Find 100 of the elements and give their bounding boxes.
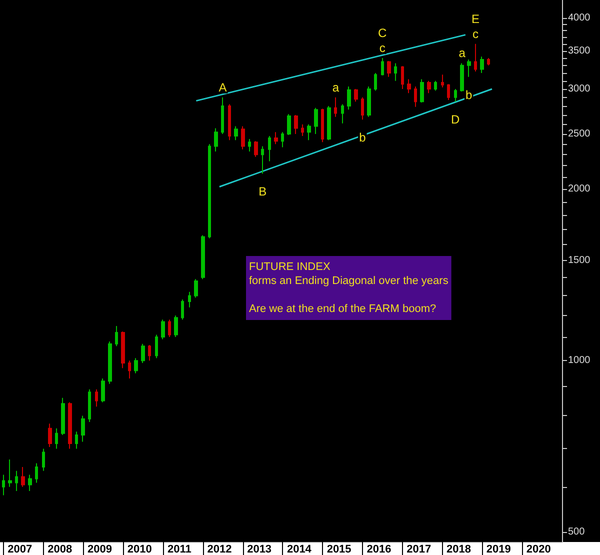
- candlestick: [181, 299, 184, 320]
- x-tick-label: 2014: [286, 544, 312, 555]
- candlestick: [61, 397, 65, 436]
- annotation: a: [458, 46, 466, 60]
- candlestick: [381, 58, 384, 76]
- candlestick: [35, 462, 38, 484]
- candlestick: [248, 138, 251, 152]
- candlestick: [361, 96, 364, 120]
- candlestick: [281, 132, 284, 148]
- candlestick: [115, 326, 118, 347]
- candlestick: [414, 86, 417, 108]
- x-tick-label: 2009: [87, 544, 112, 555]
- candlestick: [228, 104, 231, 141]
- annotation: c: [472, 26, 478, 41]
- candlestick: [434, 80, 437, 92]
- x-tick-label: 2012: [207, 544, 232, 555]
- candlestick: [341, 104, 344, 124]
- candlestick: [194, 278, 198, 298]
- x-tick-label: 2010: [127, 544, 152, 555]
- candlestick: [221, 96, 224, 135]
- x-tick-label: 2020: [526, 544, 551, 555]
- candlestick: [334, 96, 337, 118]
- x-tick-label: 2017: [406, 544, 432, 555]
- candlestick: [141, 343, 145, 364]
- y-tick-label: 3000: [568, 83, 591, 94]
- candlestick: [95, 388, 98, 408]
- candlestick: [2, 474, 5, 496]
- candlestick: [55, 428, 58, 450]
- candlestick: [101, 378, 105, 403]
- y-tick-label: 2500: [568, 128, 591, 140]
- x-tick-label: 2008: [48, 544, 72, 555]
- candlestick: [307, 124, 311, 141]
- candlestick: [487, 58, 490, 66]
- annotation: b: [359, 130, 366, 145]
- candlestick: [188, 291, 191, 308]
- candlestick: [460, 62, 464, 92]
- candlestick: [214, 128, 218, 152]
- candlestick: [287, 114, 291, 136]
- candlestick: [201, 234, 205, 280]
- candlestick: [168, 319, 171, 338]
- candlestick: [441, 74, 444, 88]
- candlestick: [81, 415, 85, 442]
- candlestick: [367, 86, 371, 118]
- candlestick: [15, 470, 18, 492]
- candlestick: [148, 344, 151, 362]
- x-tick-label: 2016: [366, 544, 392, 555]
- candlestick: [394, 62, 397, 82]
- candlestick: [354, 88, 358, 102]
- candlestick: [161, 319, 165, 340]
- candlestick: [347, 86, 351, 110]
- candlestick: [474, 43, 477, 72]
- candlestick: [121, 330, 125, 369]
- y-tick-label: 500: [568, 526, 586, 538]
- y-tick-label: 3500: [568, 45, 591, 56]
- candlestick: [241, 126, 245, 150]
- annotation: C: [378, 26, 387, 40]
- candlestick: [301, 124, 304, 137]
- candlestick: [42, 448, 45, 472]
- x-tick-label: 2019: [486, 544, 511, 555]
- annotation: a: [332, 80, 340, 94]
- candlestick: [75, 431, 78, 450]
- candlestick: [174, 314, 178, 338]
- annotation: b: [465, 88, 472, 102]
- candlestick: [134, 358, 138, 374]
- y-tick-label: 2000: [568, 184, 591, 195]
- candlestick: [274, 132, 278, 145]
- candlestick: [401, 66, 404, 90]
- x-tick-label: 2018: [446, 544, 472, 555]
- candlestick: [108, 341, 112, 384]
- candlestick: [454, 88, 457, 102]
- candlestick: [28, 474, 32, 492]
- x-tick-label: 2007: [8, 544, 32, 555]
- candlestick: [88, 388, 91, 422]
- candlestick: [128, 360, 131, 380]
- candlestick: [374, 72, 377, 92]
- annotation: B: [258, 184, 267, 199]
- annotation: A: [218, 80, 227, 94]
- candlestick: [387, 60, 391, 78]
- candlestick: [268, 136, 271, 162]
- candlestick: [447, 84, 450, 100]
- y-tick-label: 1500: [568, 254, 591, 266]
- candlestick: [427, 80, 431, 94]
- x-tick-label: 2015: [326, 544, 352, 555]
- x-tick-label: 2013: [247, 544, 272, 555]
- candlestick: [234, 126, 238, 141]
- text: FUTURE INDEX forms an Ending Diagonal over the years Are we at the end of the FARM boom?: [249, 261, 448, 315]
- candlestick: [254, 140, 258, 158]
- candlestick: [208, 144, 211, 239]
- candlestick: [467, 59, 471, 78]
- candlestick: [68, 402, 72, 450]
- candlestick: [48, 423, 52, 448]
- x-tick-label: 2011: [168, 544, 192, 555]
- annotation: E: [471, 12, 480, 26]
- candlestick: [155, 334, 158, 359]
- y-tick-label: 1000: [568, 355, 591, 366]
- candlestick: [480, 56, 484, 74]
- annotation: c: [379, 41, 386, 56]
- candlestick: [314, 107, 318, 135]
- candlestick: [407, 78, 411, 94]
- y-tick-label: 4000: [568, 12, 591, 24]
